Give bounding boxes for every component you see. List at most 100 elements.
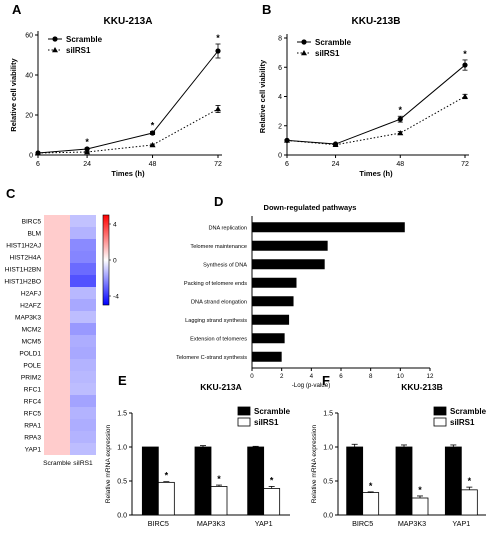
data-point-siirs1 [462,93,468,99]
panel-letter-b: B [262,2,271,17]
heatmap-row-label: H2AFZ [20,303,41,310]
bar-scramble [395,446,413,516]
heatmap-row-label: HIST2H4A [9,255,41,262]
bar-siirs1 [157,481,175,516]
series-line-scramble [37,50,219,154]
y-tick-label: 1.5 [323,411,333,418]
bar [252,222,405,233]
mrna-bar-chart-f: KKU-213B 0.0 0.5 1.0 1.5 Relative mRNA expres… [311,382,487,528]
heatmap-cell [44,227,70,239]
legend-swatch [433,406,447,416]
heatmap-cell [70,407,96,419]
data-point-siirs1 [149,142,156,148]
mrna-bar-chart-e: KKU-213A 0.0 0.5 1.0 1.5 Relative mRNA expres… [105,382,291,528]
x-axis-label: Times (h) [111,169,145,178]
colorbar [102,214,110,306]
bar-siirs1 [460,489,478,516]
heatmap-cell [70,275,96,287]
series-line-siirs1 [286,96,466,146]
category-label: MAP3K3 [398,519,426,528]
x-tick-label: 6 [36,161,40,168]
x-tick-label: 72 [214,161,222,168]
heatmap-cell [70,323,96,335]
category-label: MAP3K3 [197,519,225,528]
category-label: BIRC5 [352,519,373,528]
data-point-scramble [397,116,403,122]
heatmap-row-label: HIST1H2AJ [6,243,41,250]
y-tick-label: 0 [278,153,282,160]
legend-label: Scramble [450,407,487,416]
bar-scramble [444,446,462,516]
heatmap-cell [44,431,70,443]
bar-scramble [247,446,265,516]
x-axis-label: Times (h) [359,169,393,178]
heatmap-row-label: POLD1 [19,351,41,358]
bar [252,351,282,362]
chart-title: KKU-213A [104,16,153,27]
heatmap-cell [70,419,96,431]
data-point-scramble [149,130,156,136]
pathway-bar-chart: Down-regulated pathways DNA replication Te… [176,203,434,389]
category-label: DNA strand elongation [191,299,247,305]
x-tick-label: 6 [339,373,343,380]
x-tick-label: 48 [396,161,404,168]
heatmap-row-label: H2AFJ [21,291,41,298]
x-tick-label: 24 [332,161,340,168]
heatmap-cell [70,371,96,383]
heatmap-row-label: RFC4 [24,399,42,406]
heatmap-row-label: BIRC5 [22,219,42,226]
significance-star: * [418,485,422,495]
bar [252,296,294,307]
y-tick-label: 2 [278,123,282,130]
legend-label: siIRS1 [450,418,475,427]
heatmap-row-label: POLE [23,363,41,370]
series-line-siirs1 [37,108,219,154]
legend-marker [52,36,58,42]
heatmap-cell [44,263,70,275]
heatmap-cell [44,395,70,407]
data-point-scramble [462,62,468,68]
y-tick-label: 1.0 [323,445,333,452]
bar [252,240,328,251]
x-tick-label: 12 [427,373,434,380]
legend-marker [52,47,58,53]
significance-star: * [463,49,467,59]
significance-star: * [165,471,169,481]
category-label: Lagging strand synthesis [185,318,247,324]
y-tick-label: 0.5 [323,479,333,486]
significance-star: * [468,476,472,486]
significance-star: * [399,105,403,115]
category-label: Synthesis of DNA [203,262,247,268]
line-chart-a: KKU-213A 0 20 40 60 6 24 48 72 Times (h) Relative … [9,16,222,178]
heatmap-cell [44,347,70,359]
legend-label: siIRS1 [254,418,279,427]
category-label: YAP1 [255,519,273,528]
y-tick-label: 6 [278,65,282,72]
colorbar-tick-label: 0 [113,258,117,265]
legend-label: Scramble [66,35,103,44]
colorbar-tick-label: 4 [113,222,117,229]
colorbar-tick-label: -4 [113,294,119,301]
chart-title: Down-regulated pathways [264,203,357,212]
legend-marker [301,50,307,56]
x-tick-label: 4 [310,373,314,380]
heatmap-cell [44,299,70,311]
x-tick-label: 48 [149,161,157,168]
bar [252,277,297,288]
heatmap-cell [70,263,96,275]
heatmap-row-label: BLM [27,231,41,238]
heatmap-cell [44,323,70,335]
significance-star: * [270,475,274,485]
heatmap-c: BIRC5 BLM HIST1H2AJ HIST2H4A HIST1H2BN HIST1H… [4,214,119,467]
y-axis-label: Relative cell viability [258,59,267,133]
x-tick-label: 2 [280,373,284,380]
data-point-scramble [215,48,221,54]
chart-title: KKU-213B [352,16,401,27]
heatmap-cell [44,251,70,263]
heatmap-cell [44,239,70,251]
heatmap-row-label: MCM2 [22,327,42,334]
y-axis-label: Relative mRNA expression [105,424,112,503]
heatmap-cell [70,431,96,443]
panel-letter-f: F [322,373,330,388]
